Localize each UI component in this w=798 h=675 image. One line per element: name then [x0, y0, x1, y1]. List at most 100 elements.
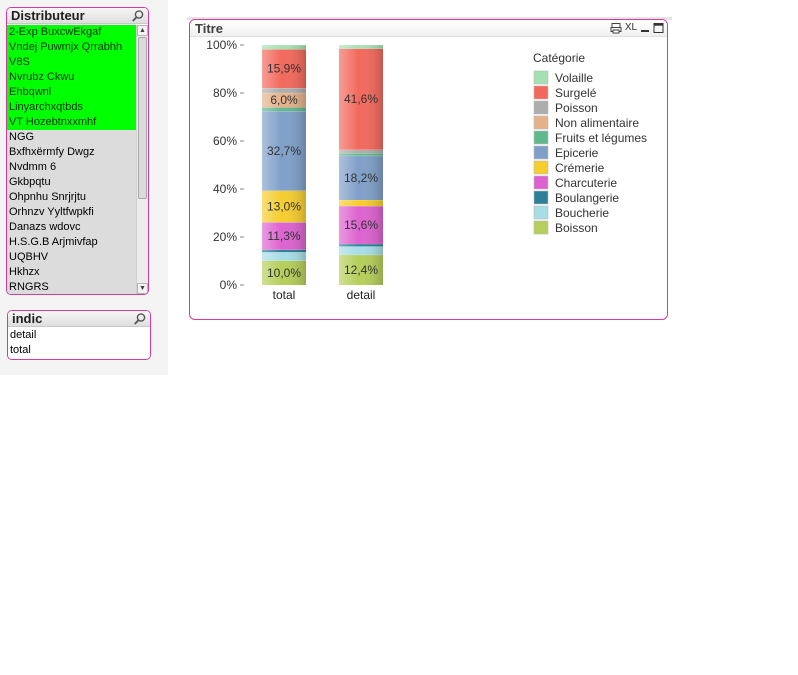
data-label: 12,4%	[344, 263, 378, 277]
legend-swatch[interactable]	[533, 160, 549, 175]
bar-segment-shade	[262, 92, 306, 108]
data-label: 6,0%	[270, 93, 298, 107]
legend-entry[interactable]: Surgelé	[555, 86, 597, 100]
legend-swatch[interactable]	[533, 175, 549, 190]
distributeur-list-item[interactable]: H.S.G.B Arjmivfap	[7, 235, 136, 250]
distributeur-list-item[interactable]: UQBHV	[7, 250, 136, 265]
chart-panel-title: Titre	[195, 21, 223, 36]
bar-segment-shade	[262, 49, 306, 89]
indic-listbox[interactable]: indic detail total	[7, 310, 151, 360]
distributeur-listbox-header[interactable]: Distributeur	[7, 8, 148, 24]
legend-swatch[interactable]	[533, 100, 549, 115]
data-label: 15,6%	[344, 218, 378, 232]
distributeur-list-item[interactable]: Gkbpqtu	[7, 175, 136, 190]
chart-header[interactable]: Titre XL	[190, 20, 667, 37]
distributeur-list-item[interactable]: NGG	[7, 130, 136, 145]
legend-entry[interactable]: Boulangerie	[555, 191, 619, 205]
legend-entry[interactable]: Charcuterie	[555, 176, 617, 190]
distributeur-list-item[interactable]: Danazs wdovc	[7, 220, 136, 235]
stacked-bar-chart: 0% 20% 40% 60% 80% 100% 10,0% 11,3% 13,0% 32,7% 6…	[206, 38, 647, 302]
distributeur-list-item[interactable]: 2-Exp BuxcwEkgaf	[7, 25, 136, 40]
bar-segment-shade	[262, 107, 306, 112]
distributeur-list-item[interactable]: Bxfhxërmfy Dwgz	[7, 145, 136, 160]
bar-segment-shade	[339, 48, 383, 150]
print-icon[interactable]	[610, 22, 622, 34]
y-tick-label: 40%	[213, 182, 237, 196]
distributeur-items: 2-Exp BuxcwEkgaf Vndej Puwmjx Qrrabhh V8S N…	[7, 25, 136, 294]
indic-list-item[interactable]: total	[8, 343, 150, 358]
bars: 10,0% 11,3% 13,0% 32,7% 6,0% 15,9% 12,4% 15,6% 1…	[262, 44, 383, 285]
indic-list: detail total	[8, 328, 150, 359]
distributeur-listbox[interactable]: Distributeur 2-Exp BuxcwEkgaf Vndej Puwmj…	[6, 7, 149, 295]
legend-entry[interactable]: Crémerie	[555, 161, 605, 175]
legend-entry[interactable]: Volaille	[555, 71, 593, 85]
bar-segment-shade	[262, 45, 306, 50]
legend-swatch[interactable]	[533, 145, 549, 160]
distributeur-list-item[interactable]: Hkhzx	[7, 265, 136, 280]
distributeur-list-item[interactable]: Linyarchxqtbds	[7, 100, 136, 115]
bar-segment-shade	[262, 252, 306, 261]
minimize-icon[interactable]	[640, 22, 650, 34]
indic-list-item[interactable]: detail	[8, 328, 150, 343]
legend-swatch[interactable]	[533, 70, 549, 85]
y-tick-label: 60%	[213, 134, 237, 148]
search-icon[interactable]	[131, 9, 145, 23]
legend-swatch[interactable]	[533, 115, 549, 130]
legend-swatch[interactable]	[533, 130, 549, 145]
distributeur-list-item[interactable]: Nvdmm 6	[7, 160, 136, 175]
bar-segment-shade	[262, 260, 306, 285]
distributeur-list-item[interactable]: Orhnzv Yyltfwpkfi	[7, 205, 136, 220]
legend-entry[interactable]: Epicerie	[555, 146, 599, 160]
legend-swatch[interactable]	[533, 85, 549, 100]
distributeur-list-item[interactable]: Vndej Puwmjx Qrrabhh	[7, 40, 136, 55]
scroll-up-icon[interactable]: ▲	[137, 25, 148, 36]
bar-segment-shade	[262, 111, 306, 191]
bar-segment-shade	[339, 45, 383, 49]
legend-entry[interactable]: Poisson	[555, 101, 598, 115]
distributeur-listbox-title: Distributeur	[11, 8, 85, 23]
data-label: 10,0%	[267, 266, 301, 280]
data-label: 15,9%	[267, 62, 301, 76]
bar-segment-shade	[262, 190, 306, 223]
bar-segment-shade	[339, 155, 383, 200]
legend-swatch[interactable]	[533, 205, 549, 220]
legend-entry[interactable]: Boucherie	[555, 206, 609, 220]
bar-segment-shade	[339, 199, 383, 207]
x-tick-label: total	[273, 288, 296, 302]
data-label: 13,0%	[267, 199, 301, 213]
bar-segment-shade	[339, 254, 383, 285]
legend-entry[interactable]: Boisson	[555, 221, 598, 235]
scroll-down-icon[interactable]: ▼	[137, 283, 148, 294]
bar-segment-shade	[262, 222, 306, 250]
x-tick-label: detail	[347, 288, 376, 302]
x-axis: total detail	[273, 288, 376, 302]
legend-swatch[interactable]	[533, 220, 549, 235]
distributeur-list-item[interactable]: V8S	[7, 55, 136, 70]
indic-listbox-header[interactable]: indic	[8, 311, 150, 327]
maximize-icon[interactable]	[653, 22, 664, 34]
legend-swatch[interactable]	[533, 190, 549, 205]
distributeur-list-item[interactable]: VT Hozebtnxxmhf	[7, 115, 136, 130]
data-label: 18,2%	[344, 171, 378, 185]
data-label: 32,7%	[267, 144, 301, 158]
distributeur-list-item[interactable]: Nvrubz Ckwu	[7, 70, 136, 85]
bar-segment-shade	[339, 153, 383, 156]
distributeur-list-item[interactable]: RNGRS	[7, 280, 136, 294]
bar-segment-shade	[262, 249, 306, 253]
scroll-thumb[interactable]	[138, 37, 147, 199]
legend-entry[interactable]: Non alimentaire	[555, 116, 639, 130]
distributeur-list: 2-Exp BuxcwEkgaf Vndej Puwmjx Qrrabhh V8S N…	[7, 25, 148, 294]
distributeur-list-item[interactable]: Ehbqwnl	[7, 85, 136, 100]
bar-segment-shade	[262, 88, 306, 93]
legend-entry[interactable]: Fruits et légumes	[555, 131, 647, 145]
distributeur-scrollbar[interactable]: ▲ ▼	[136, 25, 148, 294]
search-icon[interactable]	[133, 312, 147, 326]
excel-export-icon[interactable]: XL	[624, 22, 638, 33]
indic-listbox-title: indic	[12, 311, 43, 326]
data-label: 11,3%	[267, 229, 300, 243]
y-tick-label: 100%	[206, 38, 237, 52]
distributeur-list-item[interactable]: Ohpnhu Snrjrjtu	[7, 190, 136, 205]
y-tick-label: 20%	[213, 230, 237, 244]
bar-segment-shade	[339, 149, 383, 154]
